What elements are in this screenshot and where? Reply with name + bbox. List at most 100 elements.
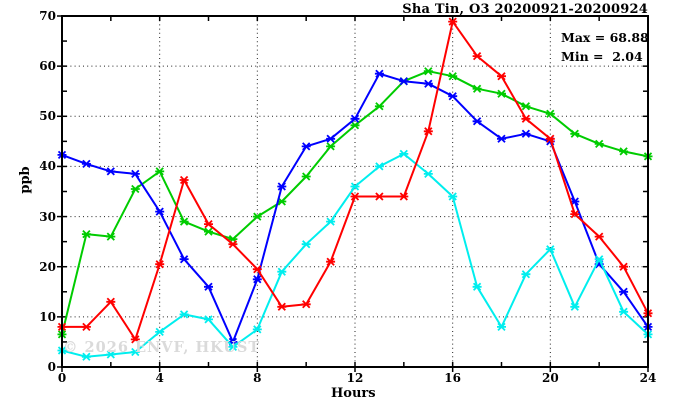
x-tick-label: 24 (639, 371, 657, 385)
x-tick-label: 4 (155, 371, 164, 385)
series-cyan-marker (277, 267, 287, 276)
series-red-marker (179, 175, 189, 185)
x-tick-label: 12 (346, 371, 364, 385)
series-green-marker (155, 167, 165, 176)
series-cyan-marker (252, 325, 262, 334)
series-blue-marker (374, 69, 384, 78)
series-blue-marker (155, 207, 165, 216)
series-blue-marker (472, 117, 482, 126)
series-blue-marker (350, 114, 360, 123)
series-green-marker (179, 217, 189, 226)
x-tick-label: 20 (541, 371, 559, 385)
series-cyan-marker (374, 162, 384, 171)
series-blue-marker (619, 287, 629, 296)
y-tick-label: 0 (47, 360, 56, 374)
series-cyan-marker (619, 307, 629, 316)
series-cyan-marker (448, 192, 458, 201)
series-red-marker (277, 302, 287, 311)
series-blue-marker (326, 134, 336, 143)
series-green-marker (301, 172, 311, 181)
series-green-marker (619, 147, 629, 156)
series-red-marker (472, 51, 482, 61)
y-tick-label: 60 (39, 59, 56, 74)
series-red-marker (497, 72, 506, 81)
series-cyan-marker (423, 169, 433, 179)
series-green-marker (81, 229, 91, 239)
series-red-marker (350, 192, 360, 201)
series-blue-marker (448, 92, 458, 101)
series-red-marker (545, 134, 555, 143)
y-tick-label: 10 (39, 309, 56, 324)
series-green-marker (130, 184, 140, 194)
series-blue-marker (521, 129, 531, 138)
min-value-label: Min = 2.04 (561, 48, 643, 64)
series-green-marker (374, 102, 384, 111)
series-red-marker (399, 192, 409, 201)
series-red-marker (570, 209, 580, 219)
series-cyan-marker (545, 245, 555, 254)
series-green-marker (594, 139, 604, 149)
y-tick-label: 20 (39, 259, 56, 274)
series-cyan-marker (155, 327, 165, 337)
series-green-marker (448, 72, 458, 81)
chart-title: Sha Tin, O3 20200921-20200924 (402, 2, 648, 17)
series-cyan-marker (326, 217, 336, 226)
series-green-marker (545, 109, 555, 118)
series-red-marker (252, 265, 262, 274)
series-green-marker (423, 67, 433, 76)
series-red-marker (374, 192, 384, 201)
series-green-marker (350, 121, 360, 130)
series-cyan-marker (521, 270, 531, 279)
series-green-marker (472, 84, 482, 93)
x-tick-label: 0 (57, 371, 67, 385)
series-red-marker (81, 322, 91, 332)
y-tick-label: 40 (39, 159, 56, 174)
series-cyan-marker (399, 149, 409, 159)
series-cyan-marker (301, 240, 311, 249)
series-cyan-marker (204, 315, 213, 324)
series-cyan-marker (350, 182, 360, 191)
series-cyan-marker (106, 350, 116, 359)
series-red-marker (521, 114, 531, 123)
series-blue-marker (81, 159, 91, 169)
series-red-marker (106, 297, 116, 306)
series-cyan-marker (472, 282, 482, 291)
series-blue-marker (497, 134, 506, 143)
series-blue-marker (277, 182, 287, 191)
series-green-marker (497, 89, 506, 98)
series-cyan-marker (130, 347, 140, 357)
series-cyan-marker (228, 342, 238, 352)
series-cyan-marker (179, 310, 189, 319)
series-red-marker (155, 260, 165, 269)
series-blue-marker (301, 142, 311, 151)
y-tick-label: 50 (39, 109, 56, 124)
y-tick-label: 30 (39, 209, 56, 224)
series-blue-marker (204, 282, 213, 291)
plot-border (61, 15, 649, 368)
series-cyan-marker (594, 255, 604, 264)
series-blue-marker (423, 79, 433, 88)
y-tick-label: 70 (39, 9, 56, 23)
series-cyan-marker (570, 302, 580, 311)
series-blue-marker (179, 255, 189, 264)
series-green-marker (326, 142, 336, 151)
series-red-marker (204, 219, 213, 229)
series-red-marker (594, 232, 604, 241)
series-green-marker (252, 212, 262, 221)
series-red-marker (326, 257, 336, 266)
series-green-marker (570, 129, 580, 138)
series-blue-marker (106, 167, 116, 176)
series-blue-marker (399, 77, 409, 86)
max-min-readout: Max = 68.88 Min = 2.04 (561, 29, 649, 67)
series-green-marker (204, 227, 213, 236)
series-green-marker (521, 102, 531, 111)
series-red-marker (228, 240, 238, 249)
max-value-label: Max = 68.88 (561, 30, 649, 45)
series-red-marker (423, 127, 433, 136)
x-tick-label: 16 (444, 371, 461, 385)
x-tick-label: 8 (253, 371, 262, 385)
series-green-marker (106, 232, 116, 241)
watermark: © 2026 ENVF, HKUST (63, 339, 261, 356)
